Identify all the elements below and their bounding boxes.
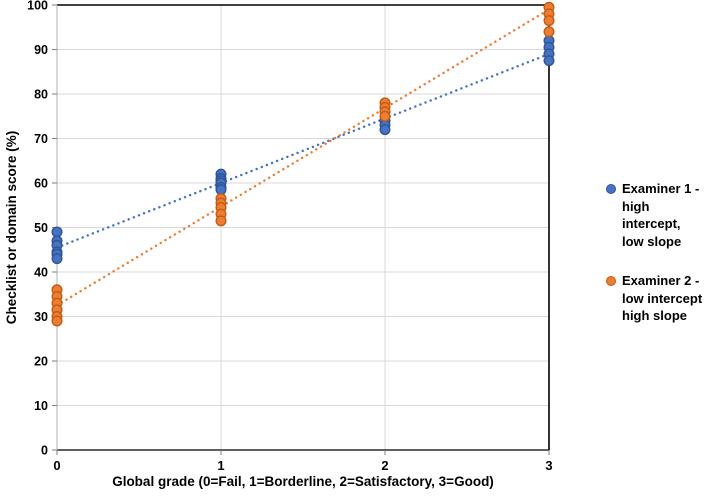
data-point-series-1[interactable] <box>51 253 63 265</box>
y-tick-label: 70 <box>34 132 48 146</box>
y-axis-title: Checklist or domain score (%) <box>4 131 19 325</box>
y-tick-label: 50 <box>34 221 48 235</box>
legend: Examiner 1 - high intercept, low slope E… <box>598 0 709 493</box>
y-tick-label: 90 <box>34 43 48 57</box>
data-point-series-2[interactable] <box>51 315 63 327</box>
legend-entry-examiner-2[interactable]: Examiner 2 - low intercept high slope <box>606 272 702 325</box>
data-point-series-1[interactable] <box>215 184 227 196</box>
y-tick-label: 10 <box>34 399 48 413</box>
examiner-2-marker-icon <box>606 276 616 286</box>
y-tick-label: 80 <box>34 88 48 102</box>
data-point-series-2[interactable] <box>543 15 555 27</box>
y-tick-label: 100 <box>27 0 48 13</box>
y-tick-label: 30 <box>34 310 48 324</box>
y-tick-label: 40 <box>34 266 48 280</box>
legend-label-examiner-2: Examiner 2 - low intercept high slope <box>622 273 703 323</box>
legend-label-examiner-1: Examiner 1 - high intercept, low slope <box>622 181 700 249</box>
data-point-series-2[interactable] <box>379 110 391 122</box>
x-tick-label: 3 <box>545 458 552 473</box>
examiner-1-marker-icon <box>606 184 616 194</box>
x-tick-label: 1 <box>217 458 224 473</box>
data-point-series-1[interactable] <box>51 226 63 238</box>
data-point-series-1[interactable] <box>379 124 391 136</box>
data-point-series-2[interactable] <box>215 215 227 227</box>
y-tick-label: 0 <box>41 444 48 458</box>
data-point-series-2[interactable] <box>543 26 555 38</box>
x-axis-title: Global grade (0=Fail, 1=Borderline, 2=Sa… <box>112 474 494 489</box>
trendline-series-2 <box>55 8 551 307</box>
y-tick-label: 60 <box>34 177 48 191</box>
legend-entry-examiner-1[interactable]: Examiner 1 - high intercept, low slope <box>606 180 709 250</box>
trendline-series-1 <box>55 52 551 249</box>
x-tick-label: 0 <box>53 458 60 473</box>
data-point-series-1[interactable] <box>543 55 555 67</box>
y-tick-label: 20 <box>34 355 48 369</box>
x-tick-label: 2 <box>381 458 388 473</box>
